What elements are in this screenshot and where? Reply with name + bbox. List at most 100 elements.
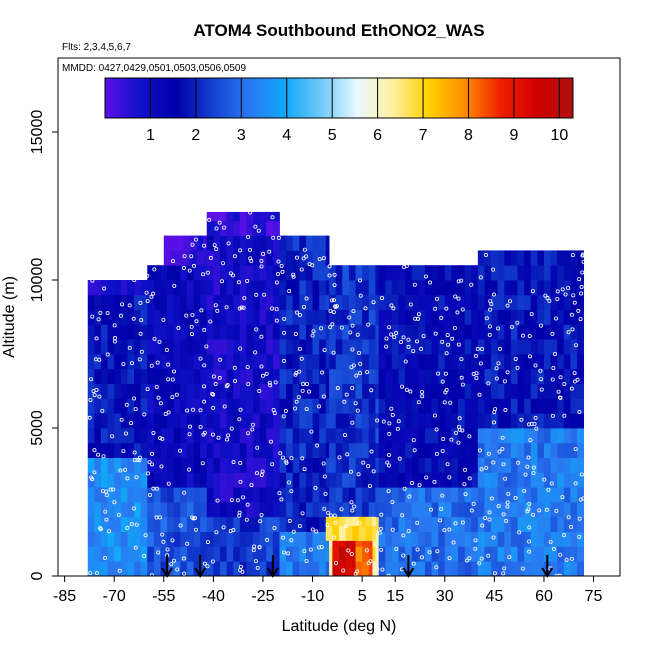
observation-point: [205, 564, 210, 569]
observation-point: [161, 539, 166, 544]
heatmap-cell: [368, 502, 376, 518]
heatmap-cell: [391, 472, 399, 488]
observation-point: [357, 521, 362, 526]
heatmap-cell: [431, 516, 439, 532]
observation-point: [274, 307, 279, 312]
heatmap-cell: [570, 309, 578, 325]
heatmap-cell: [226, 413, 234, 429]
heatmap-cell: [134, 309, 142, 325]
heatmap-cell: [272, 265, 280, 281]
heatmap-cell: [107, 502, 115, 518]
heatmap-cell: [557, 472, 565, 488]
observation-point: [344, 392, 349, 397]
heatmap-cell: [362, 502, 370, 518]
heatmap-cell: [570, 398, 578, 414]
heatmap-cell: [94, 428, 102, 444]
heatmap-cell: [173, 546, 181, 562]
heatmap-cell: [557, 428, 565, 444]
heatmap-cell: [140, 487, 148, 503]
colorbar-gradient: [104, 77, 574, 119]
heatmap-cell: [173, 531, 181, 547]
heatmap-cell: [87, 561, 95, 576]
heatmap-cell: [477, 324, 485, 340]
observation-point: [526, 422, 531, 427]
heatmap-cell: [219, 211, 227, 222]
observation-point: [483, 515, 488, 520]
observation-point: [558, 552, 563, 557]
heatmap-hotspot-cell: [355, 546, 363, 562]
observation-point: [205, 270, 210, 275]
heatmap-cell: [193, 546, 201, 562]
heatmap-cell: [342, 383, 350, 399]
observation-point: [238, 564, 243, 569]
heatmap-cell: [491, 250, 499, 266]
observation-point: [551, 366, 556, 371]
observation-point: [408, 302, 413, 307]
observation-point: [469, 508, 474, 513]
observation-point: [142, 553, 147, 558]
heatmap-cell: [497, 309, 505, 325]
heatmap-cell: [160, 561, 168, 576]
heatmap-cell: [305, 531, 313, 547]
observation-point: [355, 408, 360, 413]
observation-point: [159, 464, 164, 469]
heatmap-cell: [239, 472, 247, 488]
heatmap-cell: [444, 354, 452, 370]
heatmap-cell: [524, 309, 532, 325]
observation-point: [217, 375, 222, 380]
heatmap-cell: [557, 487, 565, 503]
observation-point: [390, 527, 395, 532]
heatmap-cell: [530, 339, 538, 355]
observation-point: [289, 456, 294, 461]
heatmap-cell: [259, 561, 267, 576]
heatmap-cell: [563, 383, 571, 399]
observation-point: [351, 363, 356, 368]
heatmap-cell: [120, 339, 128, 355]
observation-point: [460, 520, 465, 525]
observation-point: [501, 462, 506, 467]
heatmap-cell: [491, 354, 499, 370]
heatmap-cell: [127, 546, 135, 562]
observation-point: [563, 292, 568, 297]
observation-point: [215, 498, 220, 503]
heatmap-cell: [127, 472, 135, 488]
observation-point: [102, 286, 107, 291]
heatmap-cell: [477, 472, 485, 488]
heatmap-cell: [458, 383, 466, 399]
observation-point: [254, 327, 259, 332]
heatmap-cell: [497, 383, 505, 399]
heatmap-cell: [292, 324, 300, 340]
heatmap-cell: [577, 294, 585, 310]
heatmap-cell: [259, 487, 267, 503]
heatmap-cell: [517, 354, 525, 370]
observation-point: [550, 377, 555, 382]
heatmap-cell: [424, 354, 432, 370]
heatmap-cell: [550, 250, 558, 266]
heatmap-cell: [94, 324, 102, 340]
heatmap-cell: [266, 324, 274, 340]
heatmap-cell: [424, 457, 432, 473]
heatmap-cell: [200, 324, 208, 340]
heatmap-cell: [219, 250, 227, 266]
heatmap-cell: [286, 339, 294, 355]
observation-point: [135, 457, 140, 462]
heatmap-cell: [325, 487, 330, 503]
observation-point: [443, 371, 448, 376]
heatmap-cell: [206, 428, 214, 444]
observation-point: [116, 512, 121, 517]
heatmap-cell: [497, 324, 505, 340]
observation-point: [491, 535, 496, 540]
heatmap-cell: [563, 428, 571, 444]
heatmap-cell: [444, 265, 452, 281]
heatmap-cell: [362, 354, 370, 370]
observation-point: [202, 384, 207, 389]
heatmap-cell: [233, 398, 241, 414]
heatmap-cell: [438, 324, 446, 340]
observation-point: [270, 462, 275, 467]
heatmap-cell: [563, 531, 571, 547]
observation-point: [494, 376, 499, 381]
heatmap-cell: [444, 398, 452, 414]
heatmap-cell: [87, 546, 95, 562]
heatmap-cell: [253, 368, 261, 384]
heatmap-cell: [299, 368, 307, 384]
